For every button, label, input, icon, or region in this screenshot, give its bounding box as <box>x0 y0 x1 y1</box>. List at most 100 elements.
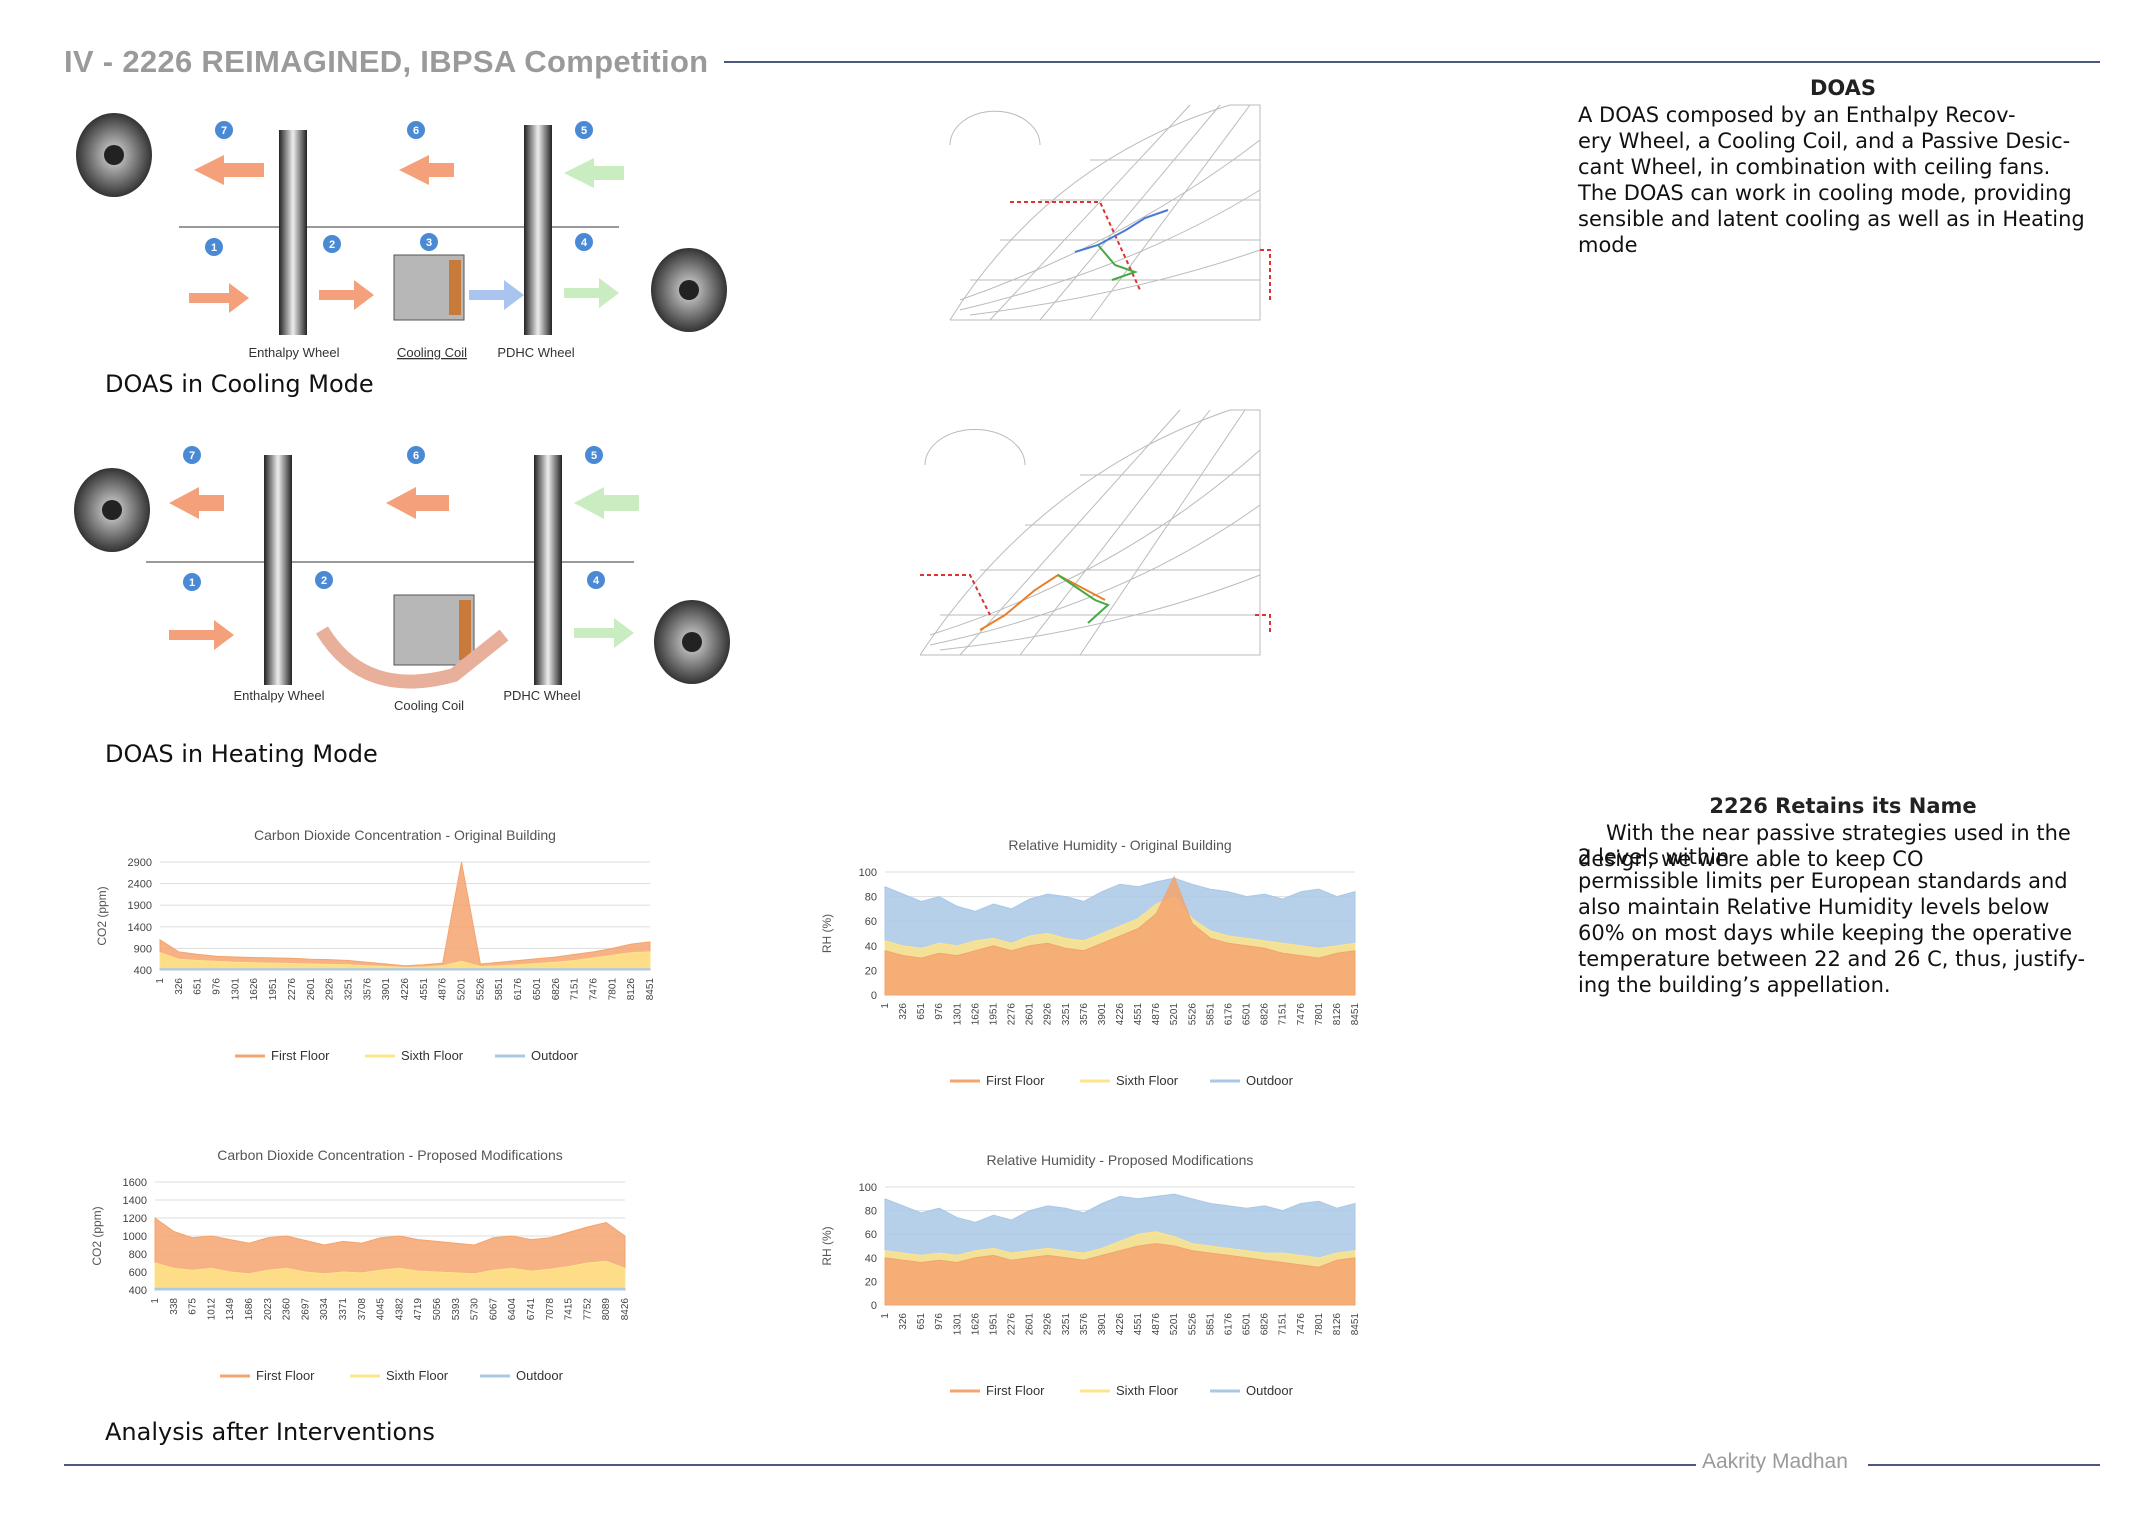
cooling-mode-caption: DOAS in Cooling Mode <box>105 370 374 398</box>
retains-heading: 2226 Retains its Name <box>1709 794 1977 818</box>
step-number: 5 <box>591 450 597 462</box>
step-badge <box>315 571 333 589</box>
x-tick-label: 7078 <box>545 1298 556 1321</box>
series-area <box>154 1260 626 1291</box>
x-tick-label: 5851 <box>1205 1313 1216 1336</box>
page-title: IV - 2226 REIMAGINED, IBPSA Competition <box>64 44 709 79</box>
x-tick-label: 7801 <box>1314 1313 1325 1336</box>
x-tick-label: 7476 <box>1296 1003 1307 1026</box>
series-area <box>154 1287 626 1291</box>
x-tick-label: 4876 <box>438 978 449 1001</box>
legend-label: Sixth Floor <box>401 1048 464 1063</box>
arrow-icon <box>169 487 449 650</box>
chart-title: Carbon Dioxide Concentration - Proposed … <box>217 1147 563 1163</box>
heating-mode-diagram: 7 6 5 1 2 4 Enthalpy Wheel Cooling Coil … <box>74 446 730 713</box>
x-tick-label: 4551 <box>1133 1003 1144 1026</box>
x-tick-label: 2276 <box>1007 1003 1018 1026</box>
footer-author: Aakrity Madhan <box>1700 1450 1850 1474</box>
cooling-coil-label: Cooling Coil <box>397 345 467 360</box>
doas-line: sensible and latent cooling as well as i… <box>1578 207 2085 231</box>
y-tick-label: 800 <box>129 1249 147 1261</box>
step-number: 4 <box>593 575 600 587</box>
doas-body: A DOAS composed by an Enthalpy Recov- er… <box>1578 102 2108 258</box>
retains-body: With the near passive strategies used in… <box>1578 820 2108 998</box>
legend-label: Sixth Floor <box>1116 1073 1179 1088</box>
step-number: 4 <box>581 237 588 249</box>
x-tick-label: 3251 <box>343 978 354 1001</box>
x-tick-label: 2276 <box>1007 1313 1018 1336</box>
step-badge <box>205 238 223 256</box>
cooling-coil-label: Cooling Coil <box>394 698 464 713</box>
series-area <box>159 951 651 971</box>
y-tick-label: 20 <box>865 965 877 977</box>
x-tick-label: 1301 <box>952 1003 963 1026</box>
legend-label: First Floor <box>256 1368 315 1383</box>
enthalpy-wheel-label: Enthalpy Wheel <box>233 688 324 703</box>
series-area <box>884 875 1356 996</box>
x-tick-label: 5526 <box>475 978 486 1001</box>
x-tick-label: 651 <box>916 1003 927 1020</box>
rh-proposed-chart: Relative Humidity - Proposed Modificatio… <box>820 1152 1361 1398</box>
step-number: 2 <box>329 239 335 251</box>
x-tick-label: 6404 <box>507 1298 518 1321</box>
enthalpy-wheel <box>264 455 292 685</box>
airflow-arrow <box>315 626 509 689</box>
x-tick-label: 6176 <box>1223 1003 1234 1026</box>
arrow-icon <box>469 280 524 310</box>
x-tick-label: 2601 <box>1025 1313 1036 1336</box>
x-tick-label: 7151 <box>570 978 581 1001</box>
y-tick-label: 1600 <box>123 1177 147 1189</box>
step-badge <box>183 573 201 591</box>
retains-line: permissible limits per European standard… <box>1578 869 2068 893</box>
doas-line: A DOAS composed by an Enthalpy Recov- <box>1578 103 2016 127</box>
retains-line: temperature between 22 and 26 C, thus, j… <box>1578 947 2086 971</box>
y-tick-label: 1000 <box>123 1231 147 1243</box>
y-tick-label: 0 <box>871 1300 877 1312</box>
retains-line-text: design, we were able to keep CO <box>1578 847 1924 871</box>
x-tick-label: 7752 <box>582 1298 593 1321</box>
x-tick-label: 1686 <box>244 1298 255 1321</box>
x-tick-label: 2697 <box>300 1298 311 1321</box>
x-tick-label: 3901 <box>1097 1313 1108 1336</box>
x-tick-label: 5056 <box>432 1298 443 1321</box>
x-tick-label: 6741 <box>526 1298 537 1321</box>
pdhc-wheel-label: PDHC Wheel <box>503 688 580 703</box>
x-tick-label: 5526 <box>1187 1313 1198 1336</box>
y-tick-label: 2400 <box>128 879 152 891</box>
chart-title: Relative Humidity - Proposed Modificatio… <box>987 1152 1254 1168</box>
x-tick-label: 4226 <box>1115 1313 1126 1336</box>
y-tick-label: 60 <box>865 916 877 928</box>
x-tick-label: 3576 <box>1079 1003 1090 1026</box>
y-tick-label: 40 <box>865 941 877 953</box>
legend-label: Outdoor <box>1246 1383 1294 1398</box>
x-tick-label: 8126 <box>1332 1003 1343 1026</box>
step-badge <box>215 121 233 139</box>
step-badge <box>407 446 425 464</box>
x-tick-label: 2360 <box>282 1298 293 1321</box>
y-tick-label: 100 <box>859 867 877 879</box>
step-badge <box>585 446 603 464</box>
footer-rule-left <box>64 1464 1696 1466</box>
legend-label: Sixth Floor <box>386 1368 449 1383</box>
legend-label: First Floor <box>986 1073 1045 1088</box>
retains-line: 60% on most days while keeping the opera… <box>1578 921 2073 945</box>
x-tick-label: 3708 <box>357 1298 368 1321</box>
legend-label: Outdoor <box>531 1048 579 1063</box>
x-tick-label: 1349 <box>225 1298 236 1321</box>
x-tick-label: 3251 <box>1061 1313 1072 1336</box>
y-tick-label: 1200 <box>123 1213 147 1225</box>
x-tick-label: 4226 <box>1115 1003 1126 1026</box>
x-tick-label: 651 <box>193 978 204 995</box>
step-number: 2 <box>321 575 327 587</box>
x-tick-label: 3251 <box>1061 1003 1072 1026</box>
x-tick-label: 3576 <box>362 978 373 1001</box>
x-tick-label: 1 <box>880 1003 891 1009</box>
x-tick-label: 2276 <box>287 978 298 1001</box>
x-tick-label: 3576 <box>1079 1313 1090 1336</box>
step-badge <box>575 121 593 139</box>
x-tick-label: 7415 <box>564 1298 575 1321</box>
footer-rule-right <box>1868 1464 2100 1466</box>
header-rule <box>724 61 2100 63</box>
y-tick-label: 600 <box>129 1267 147 1279</box>
y-tick-label: 100 <box>859 1182 877 1194</box>
